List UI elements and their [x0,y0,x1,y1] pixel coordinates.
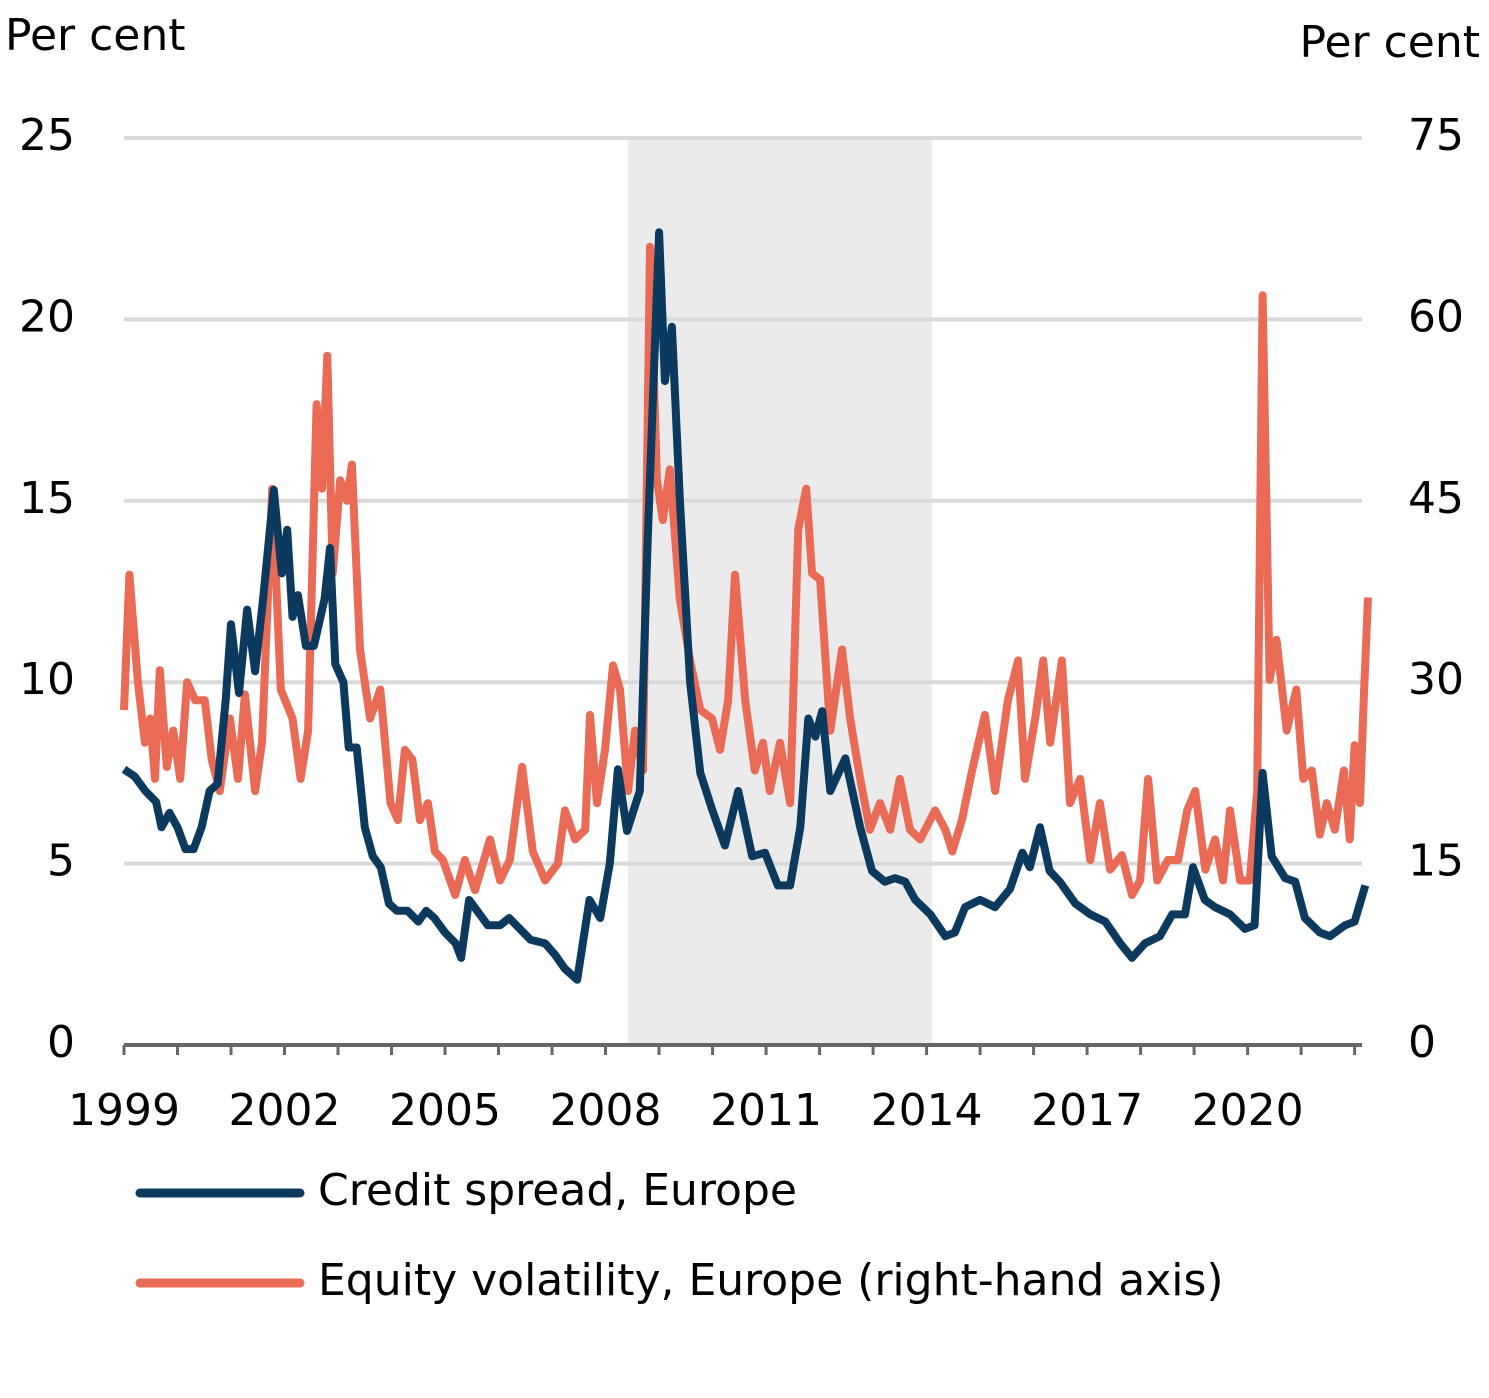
shaded-period [628,138,932,1045]
y-tick-label: 10 [19,654,75,705]
y2-axis-label: Per cent [1299,17,1480,68]
x-tick-label: 2002 [229,1085,341,1136]
y-tick-label: 0 [47,1017,75,1068]
y-tick-label: 15 [19,473,75,524]
x-tick-label: 2008 [550,1085,662,1136]
x-tick-label: 2005 [389,1085,501,1136]
y2-tick-label: 60 [1408,291,1464,342]
y2-tick-label: 45 [1408,473,1464,524]
y2-tick-label: 75 [1408,110,1464,161]
y2-tick-label: 15 [1408,836,1464,887]
legend-label: Credit spread, Europe [318,1165,797,1216]
x-tick-label: 2017 [1031,1085,1143,1136]
y-axis-label: Per cent [5,10,186,61]
x-tick-label: 2020 [1192,1085,1304,1136]
x-tick-label: 2014 [871,1085,983,1136]
series-line [121,228,1370,984]
y2-tick-label: 0 [1408,1017,1436,1068]
y-tick-label: 20 [19,291,75,342]
x-tick-label: 1999 [68,1085,180,1136]
y2-tick-label: 30 [1408,654,1464,705]
y-tick-label: 25 [19,110,75,161]
legend-label: Equity volatility, Europe (right-hand ax… [318,1255,1224,1306]
x-tick-label: 2011 [710,1085,822,1136]
series-line [120,242,1372,899]
y-tick-label: 5 [47,836,75,887]
